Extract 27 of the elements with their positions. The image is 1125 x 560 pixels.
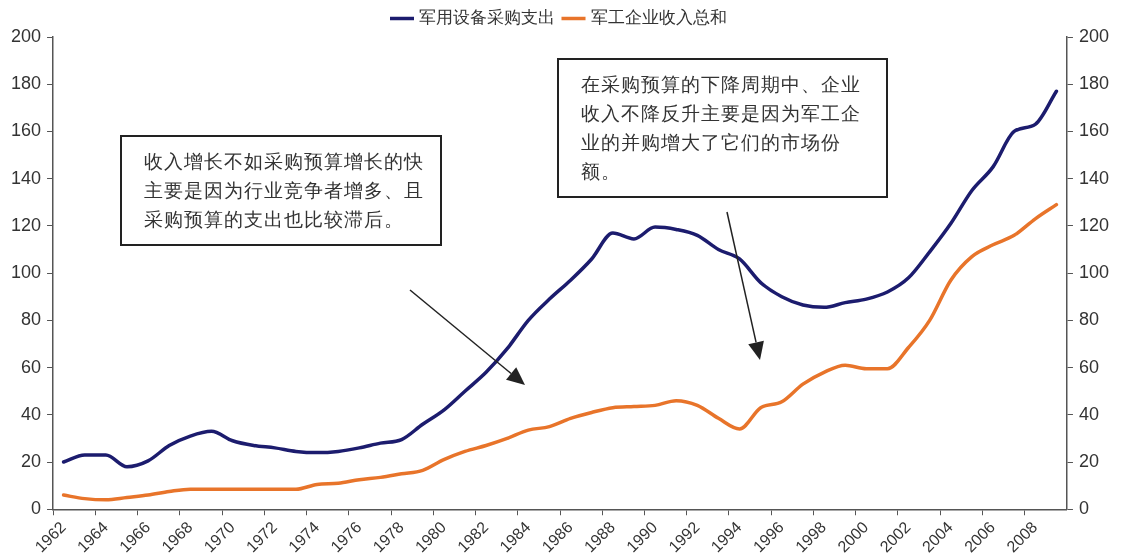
y-tick-label: 200: [10, 25, 42, 46]
legend-label: 军用设备采购支出: [419, 6, 555, 27]
y-tick-label: 40: [21, 403, 42, 424]
legend-label: 军工企业收入总和: [590, 6, 727, 27]
y2-tick-label: 160: [1078, 120, 1110, 141]
y2-tick-label: 120: [1078, 214, 1110, 235]
y2-tick-label: 140: [1078, 167, 1110, 188]
y2-tick-label: 40: [1078, 403, 1099, 424]
y-tick-label: 100: [10, 262, 42, 283]
y-tick-label: 20: [21, 451, 42, 471]
line-series: [61, 202, 1059, 502]
y-tick-label: 0: [31, 498, 42, 519]
y-tick-label: 180: [10, 73, 42, 94]
annotation: 收入增长不如采购预算增长的快主要是因为行业竞争者增多、且采购预算的支出也比较滞后。: [120, 135, 442, 246]
y2-tick-label: 20: [1078, 451, 1099, 471]
y-tick-label: 160: [10, 120, 42, 141]
y2-tick-label: 200: [1078, 25, 1110, 46]
y-tick-label: 120: [10, 214, 42, 235]
y2-tick-label: 180: [1078, 73, 1110, 94]
y2-tick-label: 0: [1078, 498, 1089, 519]
y2-tick-label: 60: [1078, 356, 1099, 377]
y2-tick-label: 80: [1078, 309, 1099, 330]
y-tick-label: 140: [10, 167, 42, 188]
y-tick-label: 80: [21, 309, 42, 330]
y2-tick-label: 100: [1078, 262, 1110, 283]
y-tick-label: 60: [21, 356, 42, 377]
annotation: 在采购预算的下降周期中、企业收入不降反升主要是因为军工企业的并购增大了它们的市场份额。: [557, 58, 888, 198]
